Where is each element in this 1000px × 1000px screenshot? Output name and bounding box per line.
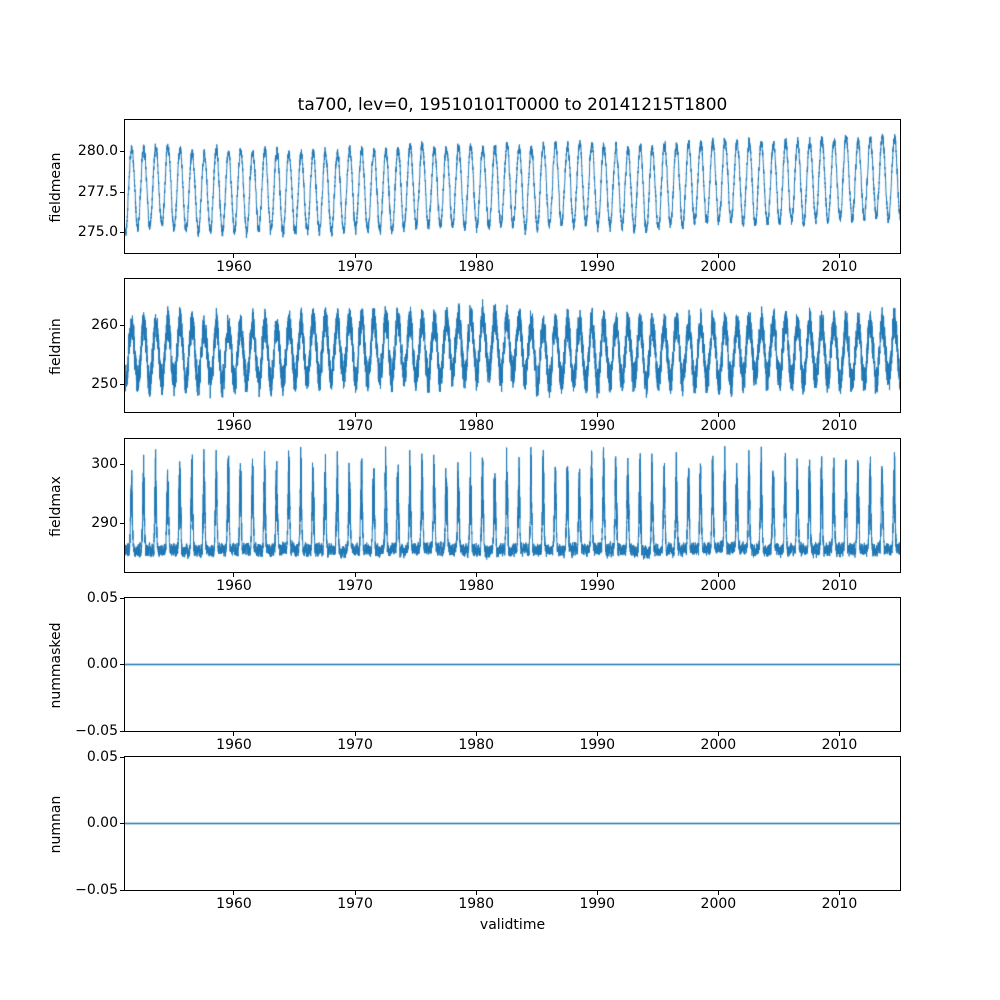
- x-axis-label: validtime: [479, 917, 546, 933]
- y-tick-label: 0.00: [86, 815, 118, 831]
- subplot-fieldmin: [124, 278, 901, 413]
- y-tick-mark: [120, 324, 124, 326]
- y-tick-mark: [120, 151, 124, 153]
- x-tick-label: 1990: [579, 737, 616, 753]
- x-tick-mark: [475, 732, 477, 736]
- y-tick-mark: [120, 756, 124, 758]
- y-tick-label: 250: [91, 375, 118, 392]
- subplot-numnan: [124, 756, 901, 891]
- x-tick-label: 2010: [821, 578, 858, 594]
- x-tick-label: 1960: [216, 896, 252, 912]
- x-tick-mark: [596, 254, 598, 258]
- y-tick-label: 290: [91, 515, 118, 532]
- x-tick-label: 1970: [337, 578, 373, 594]
- x-tick-mark: [838, 573, 840, 577]
- x-tick-mark: [354, 254, 356, 258]
- x-tick-label: 2000: [700, 896, 737, 912]
- subplot-nummasked: [124, 597, 901, 732]
- subplot-fieldmax: [124, 438, 901, 573]
- x-tick-label: 1970: [337, 737, 373, 753]
- x-tick-mark: [354, 573, 356, 577]
- y-tick-mark: [120, 232, 124, 234]
- x-tick-label: 1980: [458, 896, 494, 912]
- x-tick-label: 2010: [821, 418, 858, 434]
- x-tick-label: 1980: [458, 578, 494, 594]
- x-tick-label: 1960: [216, 418, 252, 434]
- x-tick-label: 1970: [337, 418, 373, 434]
- y-tick-mark: [120, 664, 124, 665]
- x-tick-mark: [233, 254, 235, 258]
- x-tick-label: 1990: [579, 259, 616, 275]
- y-tick-label: 260: [91, 316, 118, 333]
- x-tick-label: 1960: [216, 578, 252, 594]
- x-tick-mark: [717, 413, 719, 417]
- x-tick-label: 2000: [700, 578, 737, 594]
- x-tick-label: 1960: [216, 737, 252, 753]
- x-tick-mark: [596, 573, 598, 577]
- fieldmax-line-canvas: [125, 439, 900, 572]
- x-tick-mark: [233, 732, 235, 736]
- x-tick-label: 1990: [579, 418, 616, 434]
- y-tick-mark: [120, 463, 124, 465]
- y-tick-label: −0.05: [75, 722, 118, 739]
- x-tick-mark: [354, 413, 356, 417]
- x-tick-label: 1970: [337, 896, 373, 912]
- x-tick-label: 1990: [579, 578, 616, 594]
- x-tick-label: 2000: [700, 737, 737, 753]
- x-tick-label: 2010: [821, 259, 858, 275]
- y-tick-mark: [120, 523, 124, 525]
- x-tick-mark: [475, 254, 477, 258]
- fieldmin-line-canvas: [125, 279, 900, 412]
- numnan-line-canvas: [125, 757, 900, 890]
- x-tick-mark: [717, 573, 719, 577]
- x-tick-mark: [233, 891, 235, 895]
- x-tick-mark: [596, 732, 598, 736]
- y-tick-mark: [120, 191, 124, 193]
- x-tick-mark: [233, 573, 235, 577]
- x-tick-label: 2010: [821, 737, 858, 753]
- y-tick-label: 0.05: [86, 589, 118, 606]
- x-tick-mark: [838, 413, 840, 417]
- x-tick-mark: [717, 254, 719, 258]
- x-tick-label: 1970: [337, 259, 373, 275]
- x-tick-label: 1980: [458, 259, 494, 275]
- x-tick-mark: [596, 413, 598, 417]
- x-tick-label: 2000: [700, 418, 737, 434]
- x-tick-mark: [233, 413, 235, 417]
- x-tick-label: 2000: [700, 259, 737, 275]
- y-tick-label: 280.0: [77, 143, 118, 160]
- x-tick-mark: [717, 732, 719, 736]
- y-tick-label: 275.0: [77, 224, 118, 241]
- x-tick-mark: [717, 891, 719, 895]
- nummasked-line-canvas: [125, 598, 900, 731]
- x-tick-mark: [838, 732, 840, 736]
- x-tick-mark: [838, 254, 840, 258]
- y-tick-mark: [120, 823, 124, 824]
- x-tick-label: 1960: [216, 259, 252, 275]
- x-tick-label: 1980: [458, 418, 494, 434]
- x-tick-mark: [475, 891, 477, 895]
- x-tick-label: 2010: [821, 896, 858, 912]
- figure-title: ta700, lev=0, 19510101T0000 to 20141215T…: [297, 95, 728, 115]
- y-tick-mark: [120, 730, 124, 732]
- x-tick-mark: [354, 891, 356, 895]
- fieldmean-line-canvas: [125, 120, 900, 253]
- x-tick-label: 1980: [458, 737, 494, 753]
- y-tick-mark: [120, 383, 124, 385]
- y-tick-label: 0.00: [86, 656, 118, 672]
- subplot-fieldmean: [124, 119, 901, 254]
- x-tick-mark: [838, 891, 840, 895]
- y-tick-label: 300: [91, 455, 118, 472]
- y-tick-label: 0.05: [86, 748, 118, 765]
- y-tick-mark: [120, 597, 124, 599]
- x-tick-mark: [354, 732, 356, 736]
- y-tick-label: −0.05: [75, 881, 118, 898]
- y-tick-label: 277.5: [77, 183, 118, 200]
- x-tick-label: 1990: [579, 896, 616, 912]
- x-tick-mark: [475, 413, 477, 417]
- y-tick-mark: [120, 889, 124, 891]
- x-tick-mark: [475, 573, 477, 577]
- x-tick-mark: [596, 891, 598, 895]
